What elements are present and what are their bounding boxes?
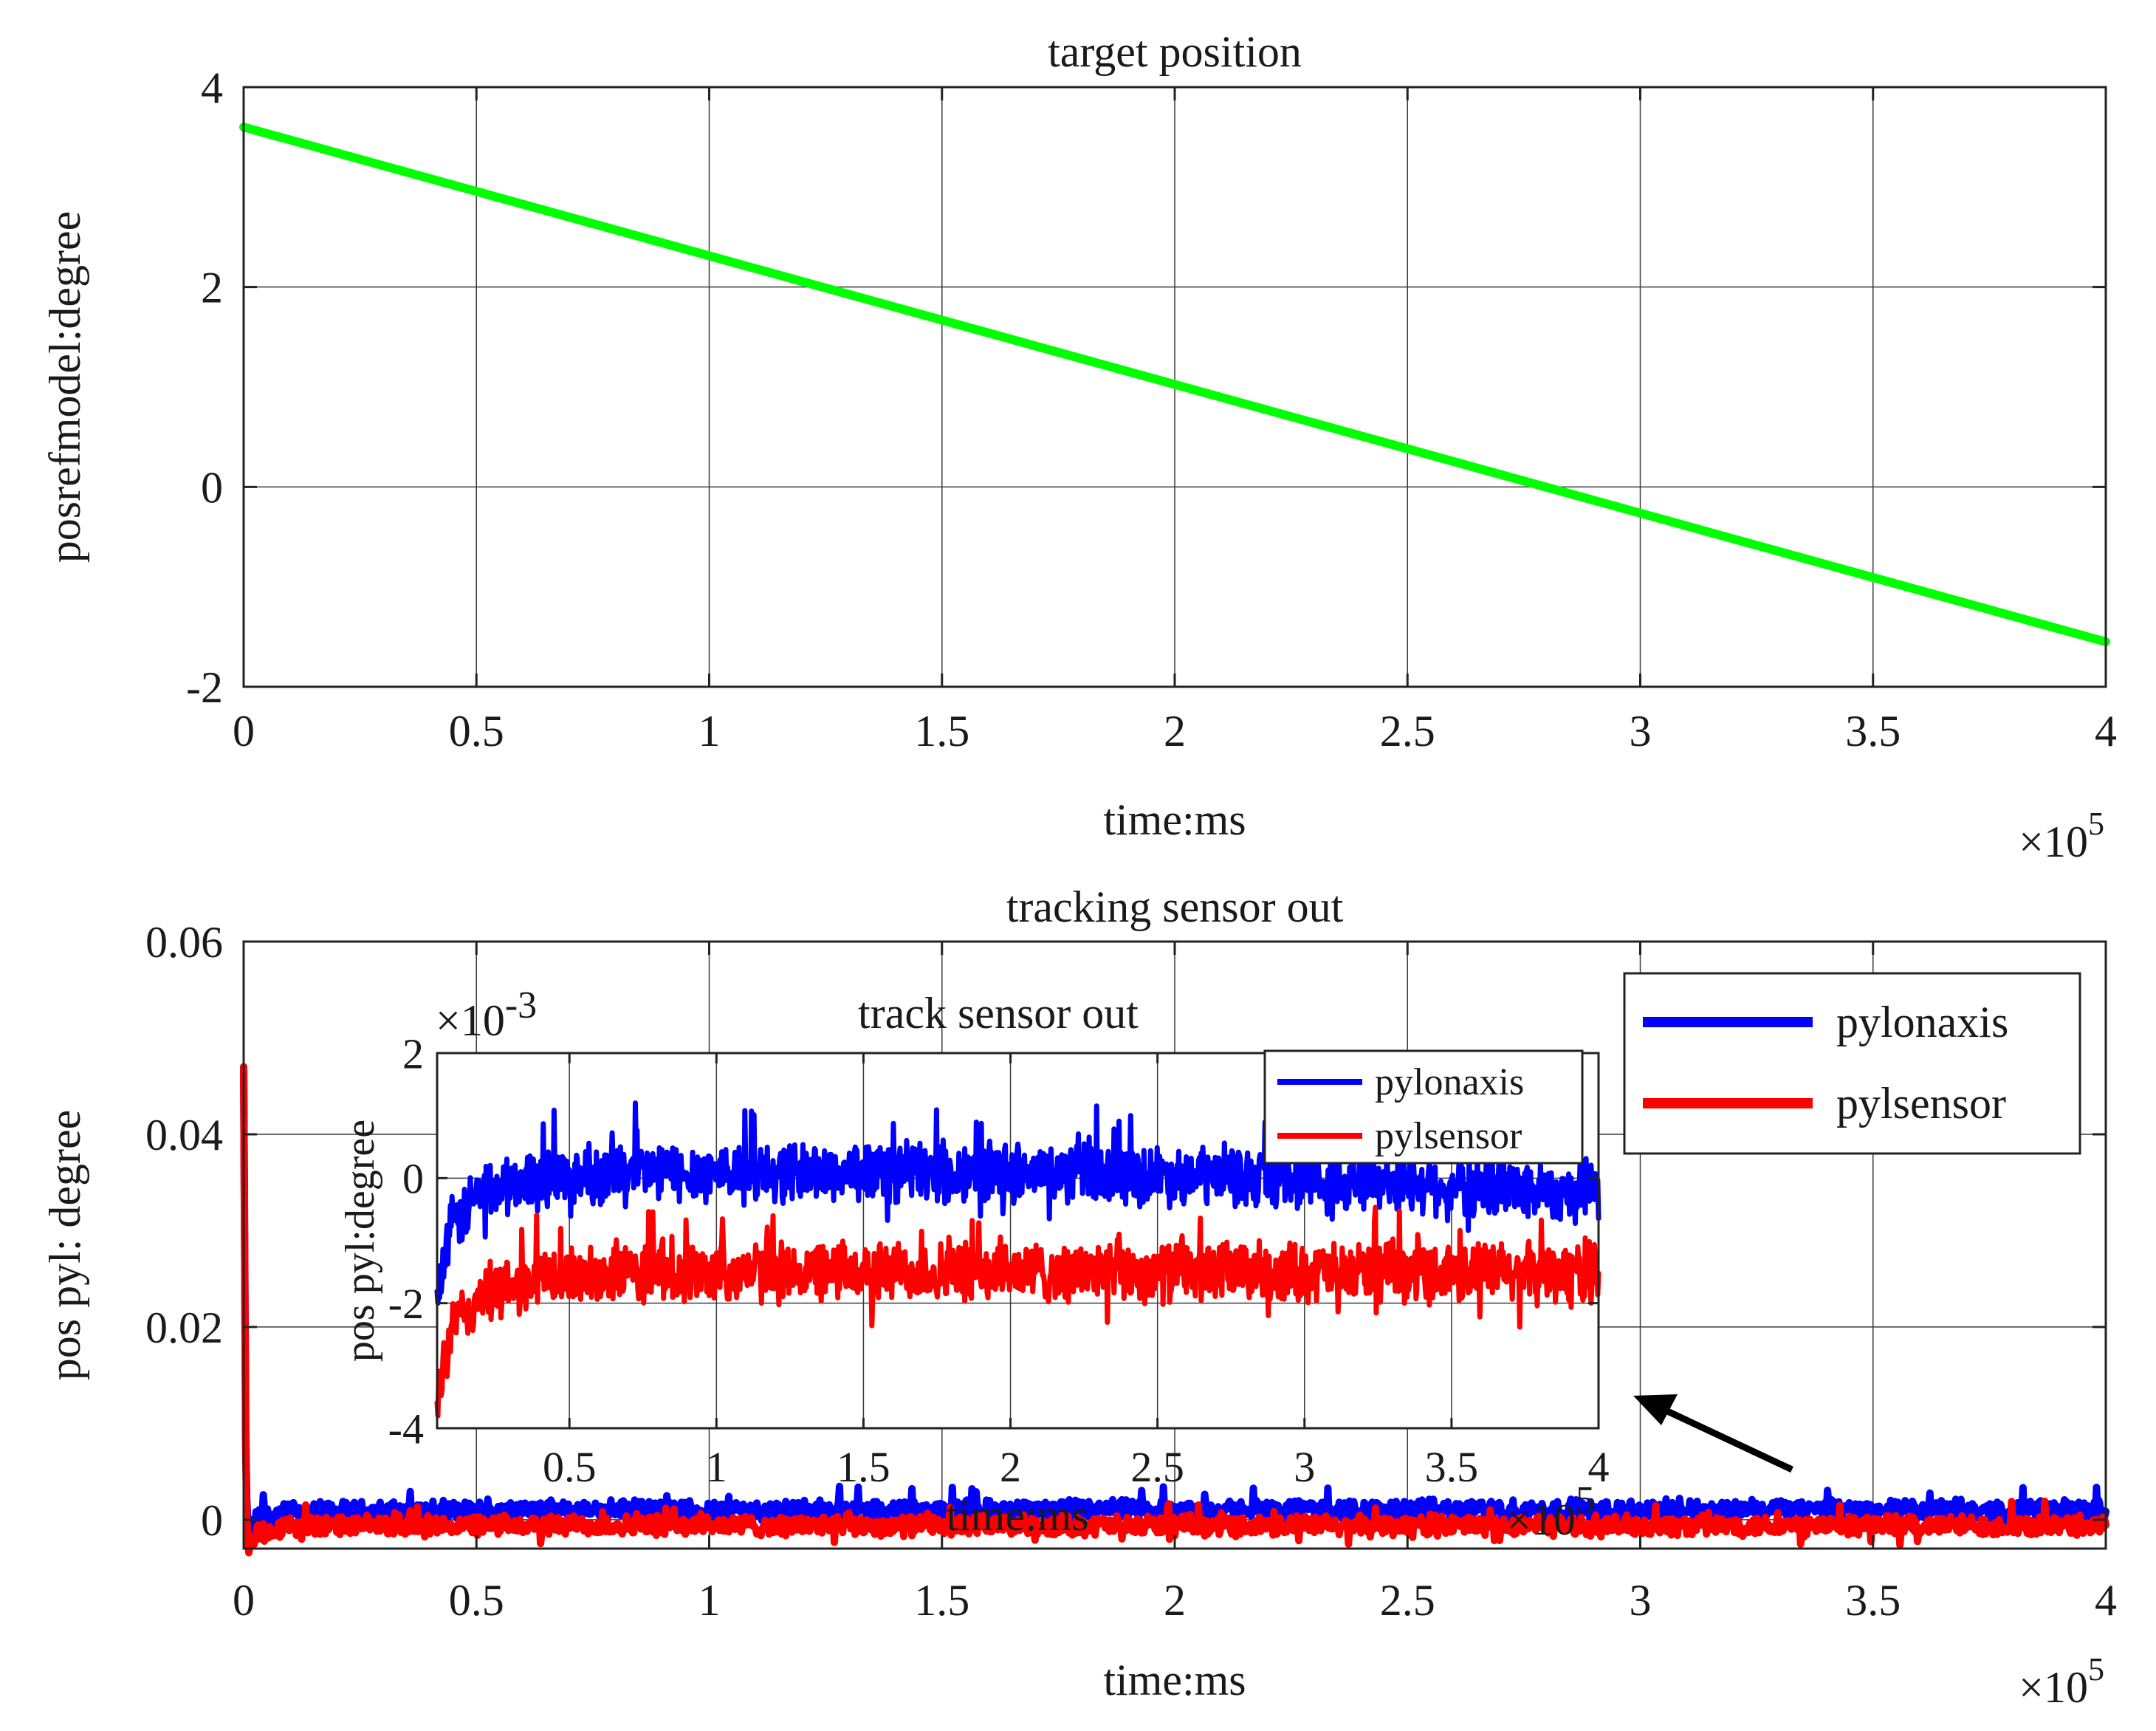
- y-tick-label: -4: [388, 1405, 424, 1453]
- x-tick-label: 2.5: [1380, 707, 1435, 755]
- x-tick-label: 2.5: [1380, 1576, 1435, 1625]
- y-multiplier-label: ×10-3: [436, 984, 537, 1045]
- y-tick-label: -2: [186, 663, 223, 712]
- x-tick-label: 3: [1630, 707, 1652, 755]
- y-tick-label: -2: [388, 1280, 424, 1328]
- y-tick-label: 0: [201, 463, 223, 512]
- x-multiplier-label: ×105: [2019, 1651, 2104, 1712]
- plot-area-border: [436, 1052, 1600, 1430]
- series-line-pylsensor: [434, 1204, 1601, 1419]
- x-tick-label: 1.5: [837, 1443, 890, 1491]
- y-tick-label: 4: [201, 64, 223, 112]
- tick-marks: 0.5 1 1.5 2 2.5 3 3.5 4 -4 -2 0 2: [388, 1029, 1610, 1491]
- y-tick-label: 0.04: [145, 1111, 223, 1159]
- x-tick-label: 2: [1000, 1443, 1021, 1491]
- plot-title: target position: [1048, 27, 1302, 76]
- arrow-head: [1633, 1394, 1678, 1425]
- x-tick-label: 4: [2095, 1576, 2117, 1625]
- arrow-shaft: [1661, 1405, 1793, 1473]
- x-tick-label: 2: [1164, 1576, 1186, 1625]
- x-tick-label: 3.5: [1845, 1576, 1901, 1625]
- x-multiplier-label: ×105: [1506, 1479, 1595, 1544]
- x-tick-label: 3.5: [1425, 1443, 1479, 1491]
- x-tick-label: 3: [1630, 1576, 1652, 1625]
- x-tick-label: 0.5: [543, 1443, 597, 1491]
- x-tick-label: 4: [1588, 1443, 1610, 1491]
- x-axis-label: time:ms: [946, 1491, 1088, 1540]
- y-axis-label: pos pyl: degree: [41, 1110, 89, 1381]
- legend-box: [1623, 972, 2081, 1155]
- x-multiplier-label: ×105: [2019, 806, 2104, 866]
- x-tick-label: 3: [1294, 1443, 1315, 1491]
- plot-title: track sensor out: [858, 989, 1139, 1038]
- tick-marks: 0 0.5 1 1.5 2 2.5 3 3.5 4 0 0.02 0.04 0.06: [145, 918, 2117, 1625]
- x-axis-label: time:ms: [1103, 1656, 1246, 1704]
- legend: pylonaxis pylsensor: [1623, 972, 2081, 1155]
- y-tick-label: 0.02: [145, 1303, 223, 1352]
- x-tick-label: 2: [1164, 707, 1186, 755]
- series-line-pylonaxis: [434, 1100, 1601, 1306]
- x-tick-label: 0: [233, 1576, 255, 1625]
- x-tick-label: 1: [698, 1576, 721, 1625]
- x-axis-label: time:ms: [1103, 795, 1246, 844]
- y-tick-label: 0: [201, 1496, 223, 1545]
- x-tick-label: 3.5: [1845, 707, 1901, 755]
- y-tick-label: 0.06: [145, 918, 223, 967]
- x-tick-label: 1.5: [914, 1576, 969, 1625]
- series-group: [239, 123, 2110, 647]
- legend-box: [1263, 1049, 1584, 1165]
- y-tick-label: 0: [402, 1155, 424, 1203]
- x-tick-label: 2.5: [1130, 1443, 1184, 1491]
- series-line-series: [239, 123, 2110, 647]
- y-tick-label: 2: [402, 1029, 424, 1077]
- y-tick-label: 2: [201, 264, 223, 312]
- pointer-arrow: [1633, 1394, 1793, 1473]
- x-tick-label: 0.5: [449, 1576, 504, 1625]
- legend-label-pylsensor: pylsensor: [1375, 1115, 1522, 1157]
- grid-lines: [244, 87, 2106, 687]
- x-tick-label: 1.5: [914, 707, 969, 755]
- y-axis-label: posrefmodel:degree: [41, 211, 89, 563]
- x-tick-label: 0: [233, 707, 255, 755]
- series-group: [434, 1100, 1601, 1419]
- plot-title: tracking sensor out: [1006, 882, 1344, 931]
- x-tick-label: 0.5: [449, 707, 504, 755]
- inset-legend: pylonaxis pylsensor: [1263, 1049, 1584, 1165]
- legend-label-pylonaxis: pylonaxis: [1375, 1061, 1524, 1103]
- track-sensor-out-inset: 0.5 1 1.5 2 2.5 3 3.5 4-4-202 track sensor out …: [337, 984, 1610, 1544]
- x-tick-label: 1: [698, 707, 721, 755]
- y-axis-label: pos pyl:degree: [337, 1120, 383, 1362]
- legend-label-pylsensor: pylsensor: [1836, 1079, 2006, 1128]
- legend-label-pylonaxis: pylonaxis: [1836, 998, 2008, 1046]
- x-tick-label: 1: [706, 1443, 727, 1491]
- x-tick-label: 4: [2095, 707, 2117, 755]
